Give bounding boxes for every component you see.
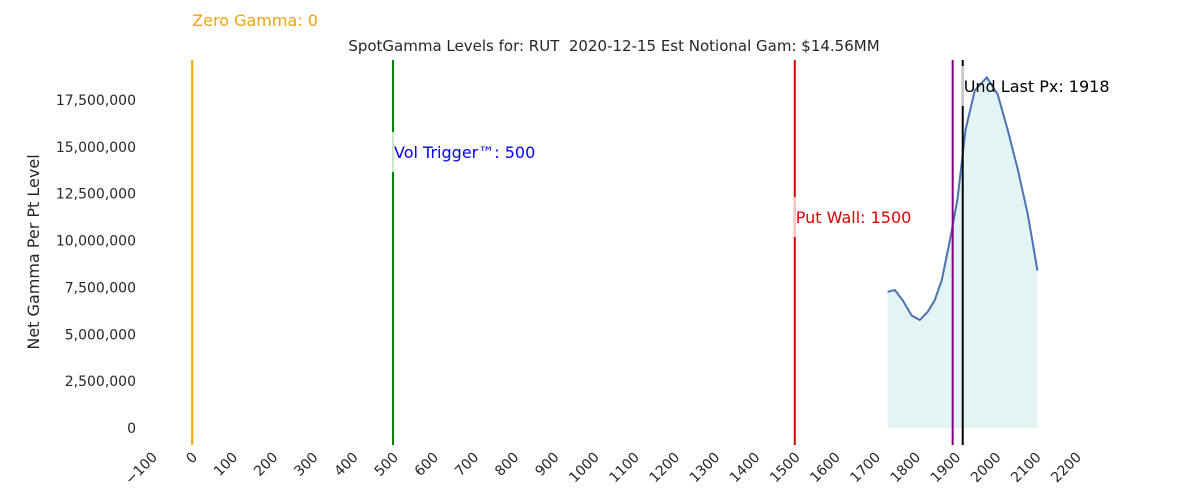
y-tick-label: 0 — [127, 421, 136, 437]
x-tick-label: 1700 — [847, 450, 884, 487]
y-tick-label: 15,000,000 — [56, 140, 136, 156]
x-tick-label: 1300 — [687, 450, 724, 487]
x-tick-label: 100 — [211, 450, 241, 480]
y-tick-label: 7,500,000 — [65, 280, 136, 296]
x-tick-label: 1800 — [888, 450, 925, 487]
x-tick-label: 1600 — [807, 450, 844, 487]
y-axis-label: Net Gamma Per Pt Level — [24, 154, 43, 349]
x-tick-label: 2100 — [1008, 450, 1045, 487]
y-tick-label: 5,000,000 — [65, 327, 136, 343]
x-tick-label: 1900 — [928, 450, 965, 487]
x-tick-label: 200 — [251, 450, 281, 480]
label-bg — [961, 66, 964, 106]
x-tick-label: 2200 — [1048, 450, 1085, 487]
x-tick-label: 1500 — [767, 450, 804, 487]
x-tick-label: 800 — [492, 450, 522, 480]
x-tick-label: 300 — [291, 450, 321, 480]
x-tick-label: 900 — [532, 450, 562, 480]
x-tick-label: 600 — [412, 450, 442, 480]
chart-title: SpotGamma Levels for: RUT 2020-12-15 Est… — [348, 37, 879, 55]
gamma-line — [887, 75, 1039, 322]
label-bg — [392, 132, 395, 172]
y-tick-label: 10,000,000 — [56, 234, 136, 250]
level-label: Zero Gamma: 0 — [192, 11, 318, 30]
x-tick-label: 1100 — [606, 450, 643, 487]
x-tick-label: 1200 — [647, 450, 684, 487]
level-label: Vol Trigger™: 500 — [394, 143, 535, 162]
x-tick-label: 700 — [452, 450, 482, 480]
x-tick-label: 0 — [183, 450, 201, 468]
label-bg — [793, 197, 796, 237]
x-tick-label: 1000 — [566, 450, 603, 487]
x-tick-label: 1400 — [727, 450, 764, 487]
y-tick-label: 17,500,000 — [56, 93, 136, 109]
x-tick-label: −100 — [122, 450, 161, 489]
x-tick-label: 2000 — [968, 450, 1005, 487]
y-tick-label: 12,500,000 — [56, 187, 136, 203]
level-label: Und Last Px: 1918 — [964, 77, 1110, 96]
x-tick-label: 400 — [331, 450, 361, 480]
level-label: Put Wall: 1500 — [796, 208, 912, 227]
y-tick-label: 2,500,000 — [65, 374, 136, 390]
x-tick-label: 500 — [372, 450, 402, 480]
